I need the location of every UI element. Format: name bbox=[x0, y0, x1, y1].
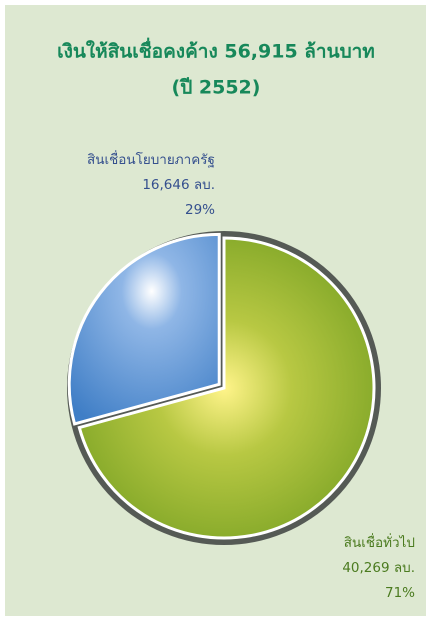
slice-label: สินเชื่อนโยบายภาครัฐ bbox=[87, 150, 215, 168]
slice-percent: 29% bbox=[185, 202, 215, 218]
slice-amount: 16,646 ลบ. bbox=[142, 177, 215, 193]
slice-percent: 71% bbox=[385, 585, 415, 601]
chart-title: เงินให้สินเชื่อคงค้าง 56,915 ล้านบาท bbox=[57, 38, 375, 63]
pie-slice bbox=[77, 236, 376, 540]
slice-label: สินเชื่อทั่วไป bbox=[344, 533, 415, 551]
slice-amount: 40,269 ลบ. bbox=[342, 560, 415, 576]
chart-subtitle: (ปี 2552) bbox=[172, 77, 261, 99]
pie-slice bbox=[67, 232, 221, 426]
